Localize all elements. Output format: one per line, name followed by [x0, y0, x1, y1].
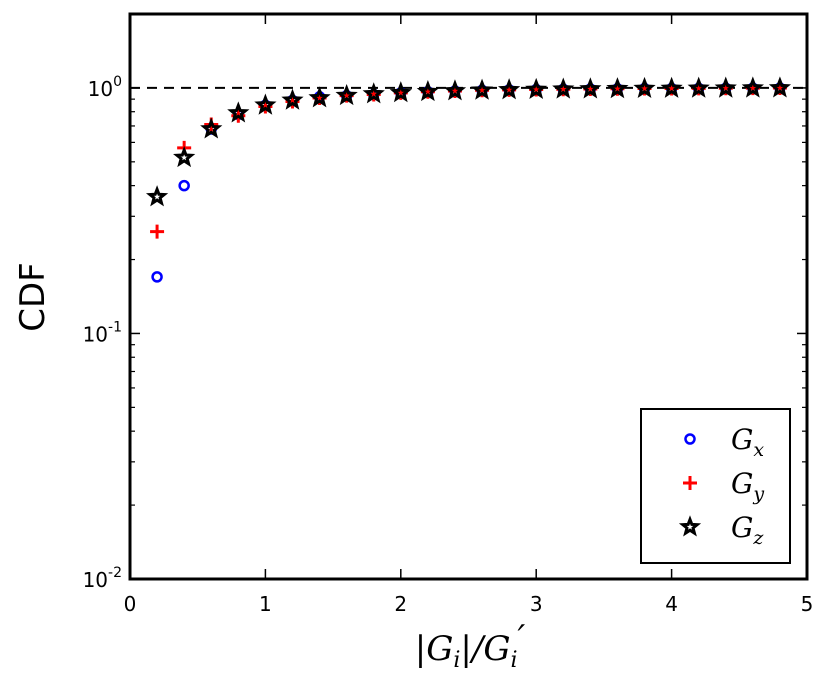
y-tick-base: 10: [88, 77, 113, 101]
point-z: [552, 77, 575, 99]
legend-label-base: G: [731, 467, 753, 500]
x-tick-label: 5: [801, 592, 814, 616]
point-z: [660, 76, 683, 98]
legend-label-sub: z: [752, 527, 764, 549]
x-tick-label: 4: [665, 592, 678, 616]
legend-marker-z: [678, 515, 702, 537]
point-x: [151, 271, 163, 283]
x-tick-label: 1: [259, 592, 272, 616]
legend-box: [640, 408, 791, 564]
point-z: [173, 145, 196, 168]
x-axis-label: |Gi|/Gi′: [415, 618, 526, 673]
legend-label-y: Gy: [731, 467, 764, 505]
series-z: [145, 76, 792, 207]
x-label-bar-open: |: [415, 629, 426, 669]
y-tick-base: 10: [83, 322, 108, 346]
x-label-sub-i2: i: [511, 648, 518, 673]
legend-label-base: G: [731, 423, 753, 456]
point-z: [308, 86, 331, 108]
point-z: [470, 78, 494, 100]
legend-label-sub: y: [752, 483, 764, 505]
legend-marker-y: [683, 476, 697, 490]
x-tick-label: 3: [530, 592, 543, 616]
point-z: [714, 76, 737, 98]
legend-label-z: Gz: [731, 511, 764, 549]
point-z: [525, 77, 548, 99]
point-z: [416, 80, 440, 102]
series-x: [151, 82, 786, 283]
y-tick-exponent: -2: [108, 565, 122, 581]
y-tick-label: 100: [88, 74, 122, 101]
y-tick-base: 10: [83, 568, 108, 592]
x-tick-label: 2: [394, 592, 407, 616]
point-z: [227, 101, 250, 123]
point-z: [687, 76, 710, 98]
legend-marker-x: [684, 433, 696, 445]
x-label-bar-close: |/: [460, 629, 486, 669]
point-z: [145, 185, 169, 207]
x-label-prime: ′: [518, 618, 526, 658]
y-axis-label: CDF: [13, 262, 53, 331]
point-z: [633, 76, 656, 99]
point-z: [768, 76, 792, 98]
data-marks: [145, 76, 792, 283]
point-z: [254, 93, 277, 115]
x-label-g: G: [426, 629, 453, 669]
y-tick-exponent: 0: [113, 74, 122, 90]
point-z: [579, 77, 602, 99]
x-tick-label: 0: [124, 592, 137, 616]
point-z: [389, 81, 412, 103]
legend-label-sub: x: [753, 439, 764, 461]
point-z: [200, 117, 223, 139]
series-y: [150, 81, 787, 239]
point-z: [362, 82, 385, 104]
y-tick-label: 10-2: [83, 565, 122, 592]
y-tick-exponent: -1: [108, 319, 122, 335]
y-tick-label: 10-1: [83, 319, 122, 346]
point-z: [443, 79, 467, 101]
x-label-g2: G: [483, 629, 510, 669]
plot-frame: [128, 12, 809, 581]
point-z: [335, 83, 358, 106]
x-label-sub-i: i: [453, 648, 460, 673]
point-z: [606, 77, 629, 99]
point-z: [741, 76, 764, 98]
legend-label-x: Gx: [731, 423, 764, 461]
legend-label-base: G: [731, 511, 753, 544]
point-y: [150, 224, 165, 239]
point-x: [178, 179, 190, 192]
point-z: [498, 78, 521, 100]
point-z: [281, 88, 304, 110]
